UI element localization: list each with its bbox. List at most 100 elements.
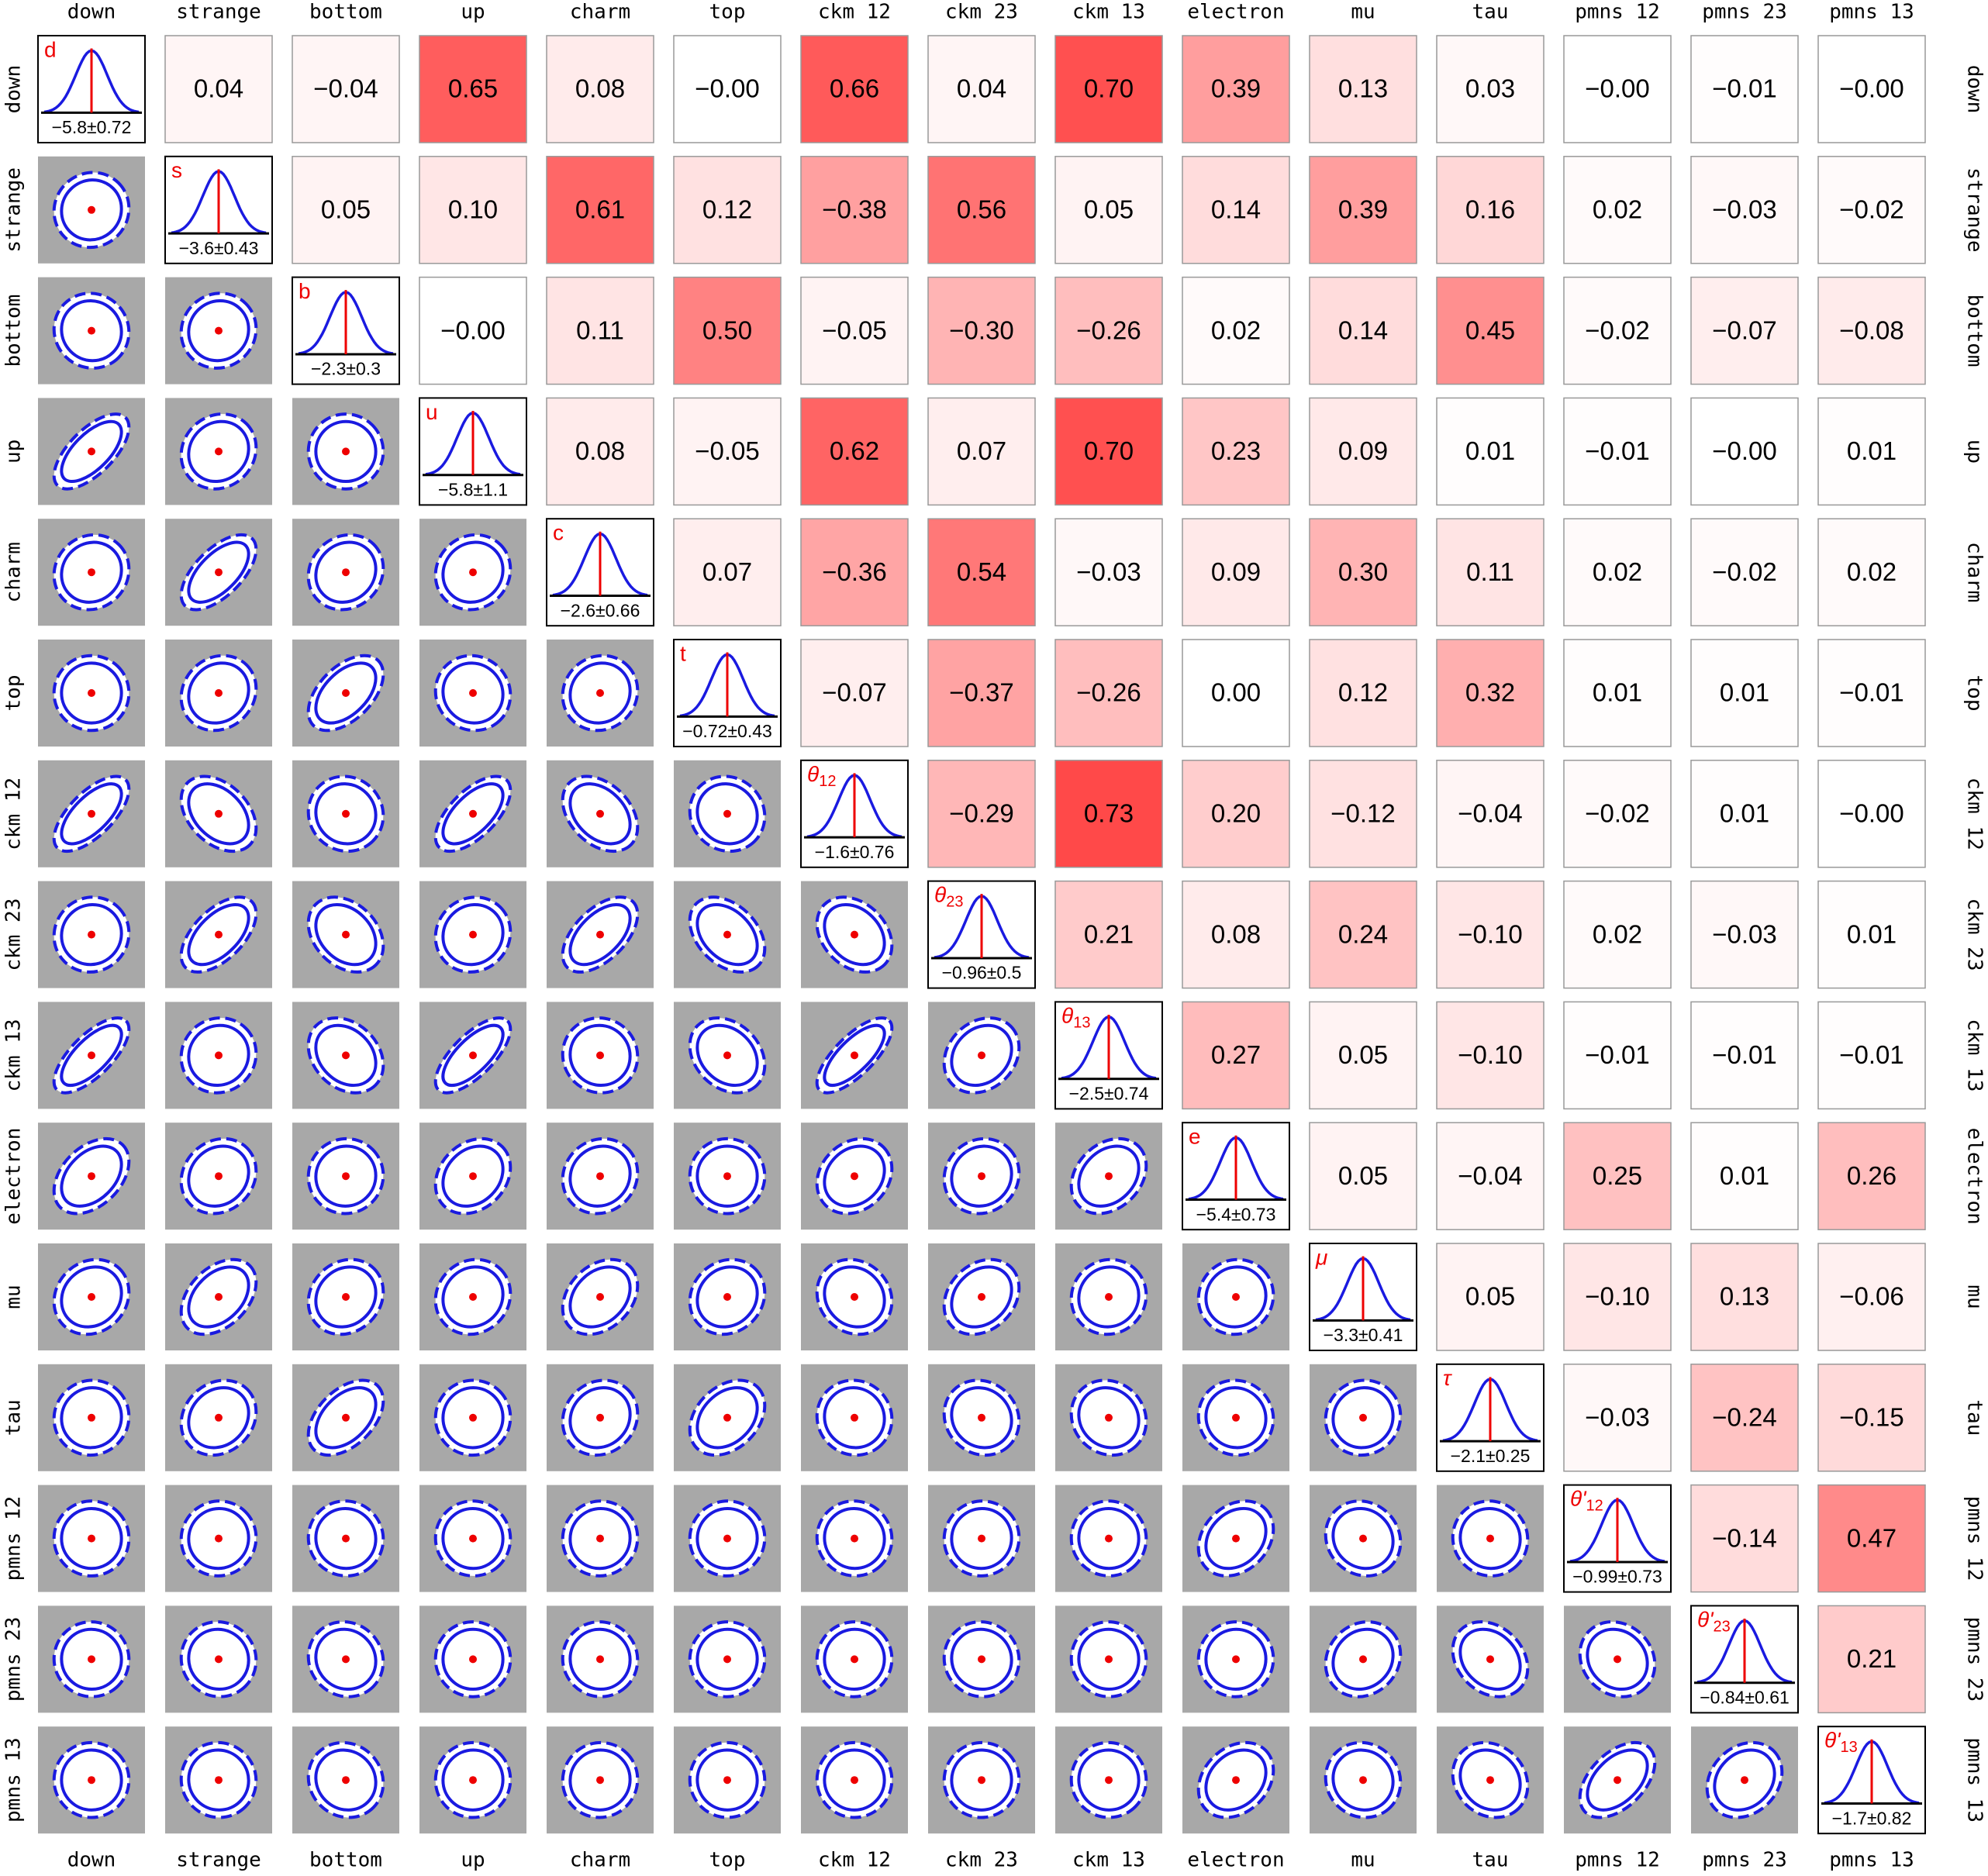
correlation-cell [1817,1364,1926,1472]
best-fit-point [215,1655,223,1664]
parameter-symbol: μ [1315,1245,1327,1269]
correlation-cell [673,518,782,626]
column-label: strange [176,1849,261,1872]
best-fit-point [1232,1776,1240,1785]
correlation-label: −0.26 [1076,316,1141,344]
row-label: tau [1963,1399,1986,1436]
inner-contour [187,661,250,725]
correlation-cell [1309,880,1417,989]
row-label: ckm 12 [2,778,26,850]
inner-contour [568,661,632,725]
inner-contour [187,1265,250,1329]
row-label: pmns 23 [1963,1617,1986,1702]
inner-contour [441,1627,505,1692]
estimate-label: −2.6±0.66 [561,600,640,620]
inner-contour [60,1023,123,1088]
best-fit-point [88,1534,95,1543]
inner-contour [60,661,123,725]
inner-contour [1331,1506,1395,1571]
correlation-cell [1690,156,1799,264]
correlation-label: 0.08 [1211,919,1261,948]
best-fit-point [596,689,604,697]
row-label: bottom [1963,295,1986,367]
correlation-label: −0.02 [1585,799,1650,828]
best-fit-point [342,1776,350,1785]
correlation-label: 0.11 [576,316,624,344]
inner-contour [314,1023,378,1088]
correlation-cell [546,276,654,385]
inner-contour [695,1144,759,1208]
best-fit-point [1105,1776,1113,1785]
correlation-label: −0.36 [822,557,887,586]
best-fit-point [723,1655,731,1664]
parameter-symbol: θ13 [1061,1004,1090,1032]
correlation-cell [1054,518,1163,626]
correlation-label: −0.02 [1585,316,1650,344]
correlation-label: 0.08 [575,436,625,465]
inner-contour [314,1265,378,1329]
symbol-subscript: 23 [946,894,963,911]
inner-contour [187,1144,250,1208]
best-fit-point [469,809,477,818]
correlation-cell [164,35,273,143]
correlation-cell [927,518,1036,626]
best-fit-point [723,1051,731,1060]
correlation-label: −0.00 [1585,74,1650,103]
inner-contour [695,1023,759,1088]
correlation-label: 0.09 [1211,557,1261,586]
inner-contour [695,902,759,967]
best-fit-point [215,689,223,697]
best-fit-point [978,1655,985,1664]
column-label: up [461,1,485,24]
parameter-symbol: θ'12 [1570,1487,1603,1515]
correlation-cell [1054,880,1163,989]
estimate-label: −3.3±0.41 [1324,1325,1403,1345]
correlation-label: −0.01 [1712,1040,1777,1069]
inner-contour [568,1144,632,1208]
correlation-label: −0.26 [1076,678,1141,707]
inner-contour [187,540,250,604]
row-label: pmns 13 [1963,1737,1986,1823]
correlation-cell [1309,639,1417,747]
correlation-label: 0.02 [1847,557,1897,586]
correlation-cell [1436,639,1544,747]
symbol-base: θ' [1824,1729,1841,1753]
best-fit-point [723,1172,731,1181]
best-fit-point [851,1776,858,1785]
correlation-cell [1054,35,1163,143]
correlation-label: −0.08 [1839,316,1904,344]
correlation-label: −0.03 [1076,557,1141,586]
correlation-cell [800,156,909,264]
best-fit-point [88,1172,95,1181]
symbol-base: θ [934,883,946,907]
symbol-base: θ [1061,1004,1073,1028]
estimate-label: −2.1±0.25 [1451,1446,1531,1466]
inner-contour [568,1506,632,1571]
column-label: electron [1187,1849,1284,1872]
correlation-cell [1182,518,1290,626]
column-label: pmns 23 [1702,1,1787,24]
correlation-label: 0.61 [575,195,625,224]
inner-contour [695,1748,759,1812]
best-fit-point [342,1413,350,1422]
parameter-symbol: θ12 [807,762,836,790]
best-fit-point [723,1534,731,1543]
inner-contour [441,1748,505,1812]
correlation-label: 0.03 [1465,74,1515,103]
best-fit-point [1232,1534,1240,1543]
best-fit-point [1105,1413,1113,1422]
inner-contour [950,1144,1013,1208]
best-fit-point [215,568,223,577]
best-fit-point [469,1534,477,1543]
best-fit-point [215,930,223,939]
correlation-cell [1563,1122,1672,1230]
estimate-label: −1.7±0.82 [1832,1808,1912,1828]
inner-contour [1458,1748,1522,1812]
correlation-label: 0.01 [1847,436,1897,465]
correlation-label: −0.02 [1839,195,1904,224]
correlation-cell [1436,880,1544,989]
correlation-cell [673,156,782,264]
inner-contour [60,1265,123,1329]
correlation-cell [1436,276,1544,385]
